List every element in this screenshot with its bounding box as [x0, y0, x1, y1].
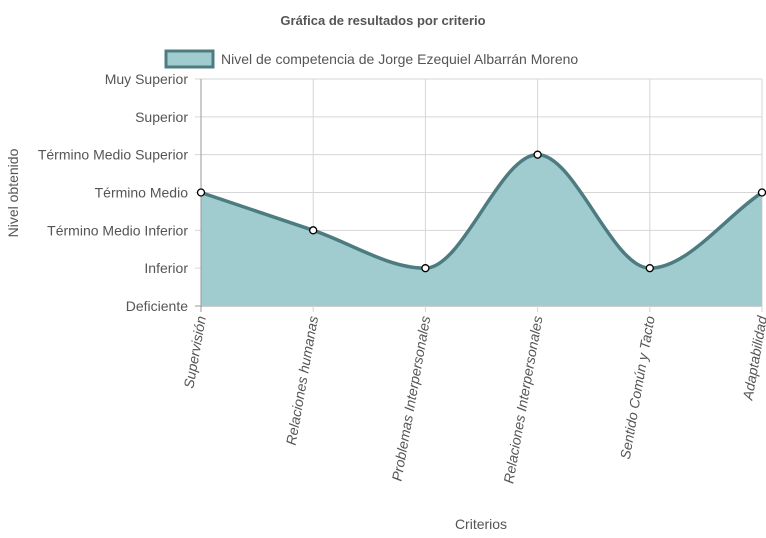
series-fill [201, 154, 762, 306]
legend[interactable]: Nivel de competencia de Jorge Ezequiel A… [164, 49, 578, 69]
y-tick-label: Término Medio Inferior [47, 222, 188, 238]
legend-swatch[interactable] [164, 49, 215, 69]
y-tick-label: Muy Superior [105, 71, 189, 87]
data-point[interactable] [757, 188, 766, 197]
y-tick-label: Superior [135, 109, 188, 125]
data-point[interactable] [533, 150, 542, 159]
y-tick-label: Término Medio [95, 185, 189, 201]
y-axis-label: Nivel obtenido [5, 148, 21, 237]
x-axis-label: Criterios [455, 516, 507, 532]
x-tick-label: Relaciones Interpersonales [500, 315, 545, 485]
x-tick-label: Problemas Interpersonales [389, 315, 434, 483]
data-point[interactable] [309, 226, 318, 235]
x-tick-label: Adaptabilidad [739, 314, 766, 403]
chart-title: Gráfica de resultados por criterio [280, 13, 485, 28]
x-tick-labels: Supervisión Relaciones humanas Problemas I… [180, 314, 766, 485]
y-tick-label: Inferior [144, 260, 188, 276]
x-tick-label: Supervisión [180, 315, 208, 390]
x-tick-label: Relaciones humanas [283, 315, 321, 447]
data-point[interactable] [421, 264, 430, 273]
data-point[interactable] [645, 264, 654, 273]
x-tick-label: Sentido Común y Tacto [617, 315, 658, 461]
data-point[interactable] [196, 188, 206, 197]
data-points[interactable] [196, 150, 766, 273]
y-tick-label: Término Medio Superior [38, 147, 189, 163]
y-tick-label: Deficiente [126, 298, 188, 314]
legend-label[interactable]: Nivel de competencia de Jorge Ezequiel A… [221, 51, 578, 67]
y-tick-labels: Deficiente Inferior Término Medio Inferior… [38, 71, 189, 314]
